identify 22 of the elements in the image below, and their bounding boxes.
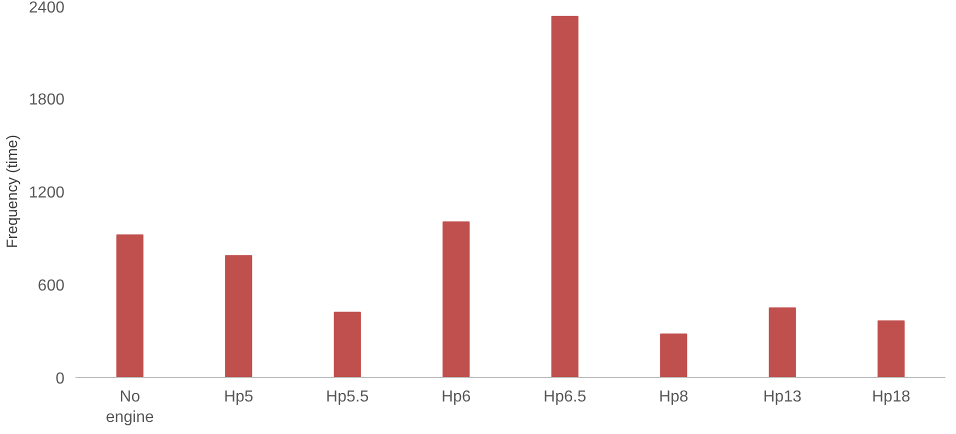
bar: [551, 16, 578, 378]
x-tick-label: Hp5: [224, 388, 254, 406]
y-tick-label: 1800: [28, 92, 65, 108]
bar: [225, 255, 252, 378]
x-tick-label: No engine: [106, 388, 154, 426]
bar: [442, 221, 470, 378]
x-tick-label: Hp6: [441, 388, 471, 406]
x-tick-label: Hp18: [872, 388, 910, 406]
x-tick-label: Hp6.5: [544, 388, 586, 406]
y-axis-title: Frequency (time): [4, 134, 21, 248]
bar: [768, 307, 796, 378]
y-tick-label: 0: [56, 370, 65, 388]
bar: [660, 333, 688, 378]
y-tick-label: 2400: [28, 0, 65, 16]
y-tick-label: 1200: [28, 184, 65, 202]
bar: [334, 312, 361, 378]
y-tick-label: 600: [38, 278, 65, 294]
x-tick-label: Hp8: [658, 388, 688, 406]
x-tick-label: Hp5.5: [326, 388, 369, 406]
bar: [116, 234, 144, 378]
x-tick-label: Hp13: [763, 388, 802, 406]
bar: [878, 320, 905, 378]
